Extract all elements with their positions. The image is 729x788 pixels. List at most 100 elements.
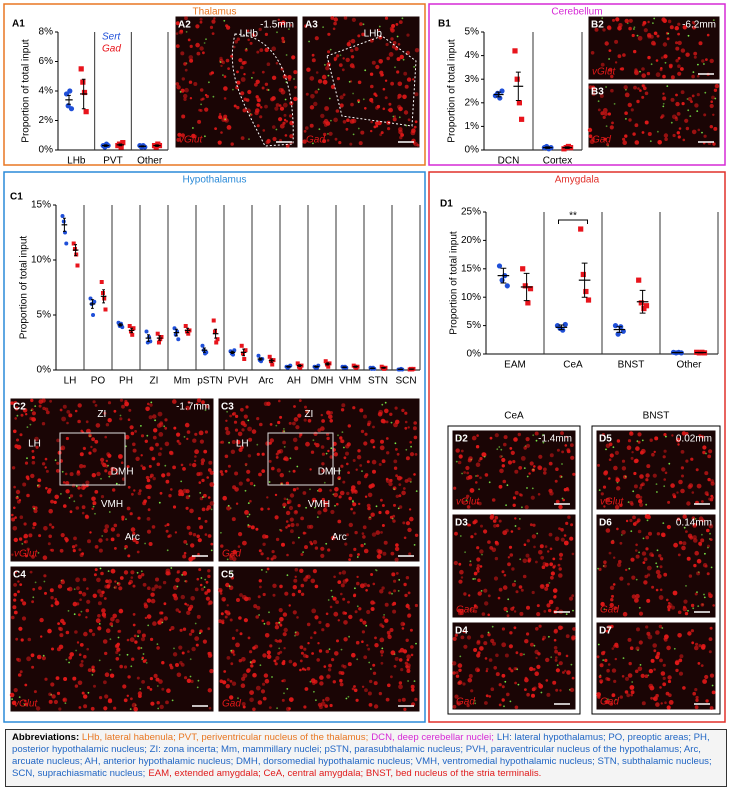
cell	[174, 531, 178, 534]
cell	[604, 112, 608, 116]
cell	[596, 655, 600, 659]
abbreviation-text: DCN, deep cerebellar nuclei;	[371, 732, 494, 743]
cell	[675, 437, 681, 443]
cell	[457, 460, 462, 465]
cell	[503, 573, 507, 577]
cell	[507, 598, 510, 601]
cell	[363, 414, 367, 419]
cell	[380, 439, 384, 444]
cell	[641, 84, 646, 88]
cell	[32, 526, 35, 530]
cell	[682, 606, 688, 612]
cell	[222, 680, 227, 685]
cell	[649, 438, 653, 442]
cell	[550, 656, 553, 659]
cell	[397, 590, 400, 592]
cell	[145, 406, 150, 412]
cell	[571, 676, 575, 680]
abbreviation-text: EAM, extended amygdala; CeA, central amy…	[148, 768, 542, 779]
cell	[660, 56, 664, 60]
cell	[346, 442, 351, 447]
cell	[75, 577, 80, 583]
cell	[371, 459, 377, 465]
cell	[605, 629, 609, 633]
cell	[238, 532, 243, 537]
cell	[316, 516, 319, 518]
cell	[675, 41, 678, 45]
cell	[704, 564, 708, 568]
cell	[68, 656, 72, 660]
cell	[21, 543, 24, 545]
cell	[321, 419, 325, 423]
cell	[317, 642, 320, 645]
cell	[230, 576, 235, 580]
cell	[483, 529, 488, 534]
cell	[25, 554, 28, 558]
cell	[13, 537, 18, 543]
cell	[133, 634, 137, 638]
cell	[548, 599, 554, 605]
cell	[184, 68, 188, 72]
cell	[271, 46, 277, 51]
cell	[678, 127, 682, 130]
cell	[152, 435, 157, 440]
cell	[160, 611, 164, 615]
cell	[469, 488, 475, 493]
cell	[362, 98, 365, 101]
cell	[560, 431, 564, 435]
error-bar	[186, 327, 189, 334]
cell	[14, 417, 17, 420]
cell	[655, 483, 658, 485]
cell	[651, 585, 655, 589]
cell	[356, 658, 359, 661]
cell	[678, 479, 683, 485]
cell	[12, 526, 18, 531]
cell	[382, 107, 386, 111]
y-tick-label: 0%	[467, 349, 482, 360]
cell	[321, 74, 327, 80]
cell	[293, 96, 298, 102]
cell	[637, 666, 643, 672]
image-depth: -6.2mm	[682, 20, 716, 31]
cell	[384, 96, 388, 100]
cell	[408, 508, 412, 511]
cell	[632, 522, 637, 526]
cell	[457, 681, 462, 685]
cell	[342, 597, 346, 601]
cell	[388, 52, 394, 57]
cell	[175, 21, 180, 26]
cell	[487, 633, 491, 637]
cell	[310, 94, 315, 99]
cell	[385, 437, 389, 440]
cell	[509, 447, 513, 450]
cell	[136, 571, 139, 574]
cell	[140, 454, 143, 457]
image-label: A3	[305, 20, 318, 31]
cell	[591, 137, 596, 142]
cell	[539, 544, 544, 549]
cell	[98, 623, 101, 625]
cell	[549, 491, 554, 496]
cell	[709, 103, 714, 109]
cell	[517, 683, 520, 686]
cell	[605, 86, 607, 88]
cell	[378, 409, 384, 415]
cell	[188, 495, 191, 497]
cell	[196, 686, 199, 689]
cell	[116, 582, 119, 584]
cell	[612, 583, 616, 586]
cell	[333, 56, 338, 61]
cell	[558, 504, 563, 510]
cell	[673, 542, 678, 548]
cell	[558, 527, 561, 530]
cell	[682, 541, 687, 546]
cell	[335, 600, 339, 604]
cell	[622, 611, 628, 617]
cell	[569, 687, 575, 693]
cell	[655, 588, 659, 592]
cell	[324, 696, 330, 702]
sert-point	[562, 321, 568, 328]
cell	[543, 610, 547, 613]
cell	[88, 451, 92, 455]
cell	[524, 676, 528, 680]
